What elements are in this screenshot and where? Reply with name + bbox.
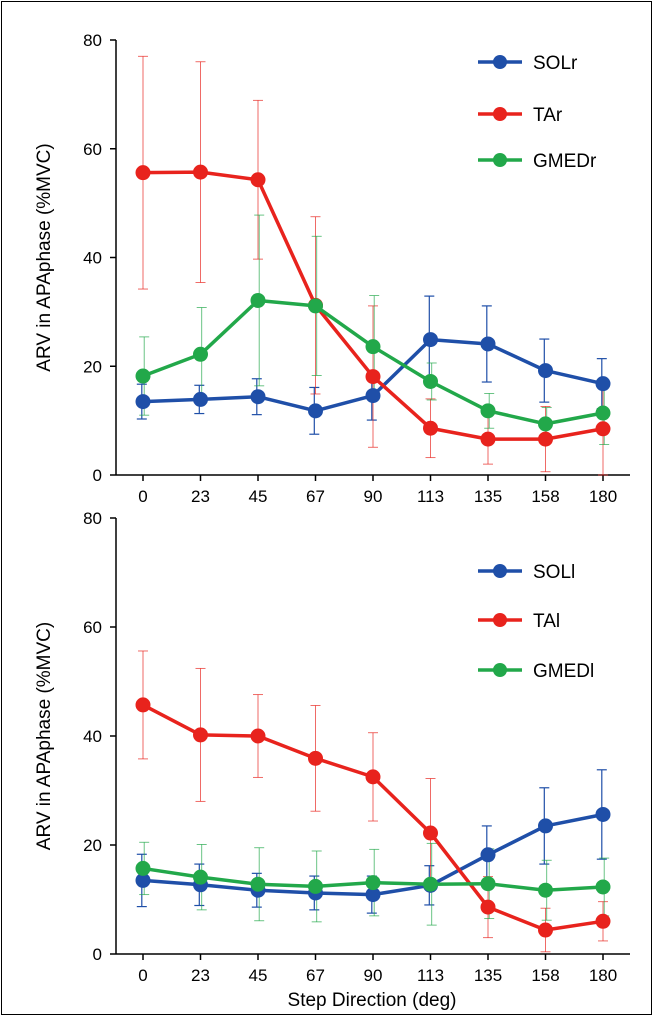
chart1-point-GMEDl xyxy=(308,878,323,894)
chart0-point-SOLr xyxy=(423,332,438,348)
chart1-x-tick-label: 158 xyxy=(531,966,559,985)
chart0-point-GMEDr xyxy=(135,368,151,384)
chart1-point-SOLl xyxy=(538,818,553,834)
chart1-point-GMEDl xyxy=(365,875,381,891)
chart1-point-TAl xyxy=(595,913,611,929)
chart1-point-GMEDl xyxy=(135,860,151,876)
chart1-point-TAl xyxy=(193,727,208,743)
chart1-point-GMEDl xyxy=(595,879,611,895)
chart0-point-GMEDr xyxy=(538,416,553,432)
chart0-point-SOLr xyxy=(595,376,611,392)
chart1-legend-label-TAl: TAl xyxy=(533,611,560,632)
chart0-x-tick-label: 180 xyxy=(589,487,617,506)
chart1-x-tick-label: 135 xyxy=(474,966,502,985)
chart0-legend-marker-SOLr xyxy=(493,55,507,69)
chart0-point-SOLr xyxy=(365,388,381,404)
chart1-legend-marker-SOLl xyxy=(493,564,507,578)
chart0-point-GMEDr xyxy=(423,373,438,389)
chart0-point-GMEDr xyxy=(193,346,208,362)
chart1-y-tick-label: 0 xyxy=(93,945,102,964)
chart1-legend-marker-GMEDl xyxy=(493,663,507,677)
chart0-legend-label-SOLr: SOLr xyxy=(533,53,578,74)
chart0-y-tick-label: 0 xyxy=(93,466,102,485)
chart1-point-TAl xyxy=(250,728,266,744)
chart0-x-tick-label: 23 xyxy=(191,487,210,506)
chart1-point-GMEDl xyxy=(538,882,553,898)
chart0-point-SOLr xyxy=(308,403,323,419)
chart1-legend-marker-TAl xyxy=(493,613,507,627)
chart0-point-SOLr xyxy=(480,336,496,352)
chart1-point-GMEDl xyxy=(193,869,208,885)
chart0-point-TAr xyxy=(595,421,611,437)
chart0-x-tick-label: 158 xyxy=(531,487,559,506)
chart1-x-tick-label: 180 xyxy=(589,966,617,985)
chart0-y-tick-label: 60 xyxy=(83,140,102,159)
chart1-x-axis-label: Step Direction (deg) xyxy=(288,990,457,1011)
chart1-x-tick-label: 113 xyxy=(417,966,444,985)
chart1-x-tick-label: 67 xyxy=(306,966,325,985)
chart1-y-tick-label: 60 xyxy=(83,618,102,637)
chart0-point-TAr xyxy=(538,431,553,447)
chart1-y-tick-label: 80 xyxy=(83,509,102,528)
chart0-point-SOLr xyxy=(193,391,208,407)
chart1-point-SOLl xyxy=(480,847,496,863)
chart1-x-tick-label: 0 xyxy=(138,966,147,985)
chart1-point-TAl xyxy=(308,750,323,766)
chart1-point-SOLl xyxy=(595,806,611,822)
chart0-y-axis-label: ARV in APAphase (%MVC) xyxy=(34,143,55,371)
chart1-point-TAl xyxy=(135,697,151,713)
chart1-y-tick-label: 20 xyxy=(83,836,102,855)
chart0-point-SOLr xyxy=(250,389,266,405)
chart0-legend-marker-TAr xyxy=(493,107,507,121)
chart1-y-axis-label: ARV in APAphase (%MVC) xyxy=(34,622,55,850)
chart0-x-tick-label: 135 xyxy=(474,487,502,506)
chart0-x-tick-label: 0 xyxy=(138,487,147,506)
chart0-x-tick-label: 113 xyxy=(417,487,444,506)
chart0-point-GMEDr xyxy=(308,298,323,314)
chart0-point-TAr xyxy=(250,172,266,188)
chart0-point-GMEDr xyxy=(595,405,611,421)
chart0-point-SOLr xyxy=(538,363,553,379)
chart0-legend-marker-GMEDr xyxy=(493,153,507,167)
chart1-point-TAl xyxy=(538,922,553,938)
chart0-point-TAr xyxy=(135,165,151,181)
chart1-point-TAl xyxy=(365,769,381,785)
chart0-point-GMEDr xyxy=(480,403,496,419)
chart0-point-TAr xyxy=(365,369,381,385)
chart1-legend-label-GMEDl: GMEDl xyxy=(533,661,594,682)
chart0-point-TAr xyxy=(423,420,438,436)
chart0-point-TAr xyxy=(193,164,208,180)
chart0-point-GMEDr xyxy=(250,292,266,308)
chart1-x-tick-label: 23 xyxy=(191,966,210,985)
chart0-y-tick-label: 40 xyxy=(83,249,102,268)
chart0-point-GMEDr xyxy=(365,339,381,355)
chart1-y-tick-label: 40 xyxy=(83,727,102,746)
chart0-point-SOLr xyxy=(135,394,151,410)
chart0-point-TAr xyxy=(480,431,496,447)
chart1-point-GMEDl xyxy=(480,876,496,892)
chart1-point-GMEDl xyxy=(423,876,438,892)
chart1-x-tick-label: 90 xyxy=(364,966,383,985)
chart0-x-tick-label: 90 xyxy=(364,487,383,506)
chart0-x-tick-label: 67 xyxy=(306,487,325,506)
chart0-y-tick-label: 80 xyxy=(83,31,102,50)
chart0-y-tick-label: 20 xyxy=(83,357,102,376)
chart1-legend-label-SOLl: SOLl xyxy=(533,562,575,583)
chart0-legend-label-GMEDr: GMEDr xyxy=(533,151,597,172)
chart0-x-tick-label: 45 xyxy=(249,487,268,506)
chart1-point-TAl xyxy=(480,899,496,915)
chart1-point-TAl xyxy=(423,825,438,841)
chart1-point-GMEDl xyxy=(250,876,266,892)
chart0-legend-label-TAr: TAr xyxy=(533,105,563,126)
chart1-x-tick-label: 45 xyxy=(249,966,268,985)
